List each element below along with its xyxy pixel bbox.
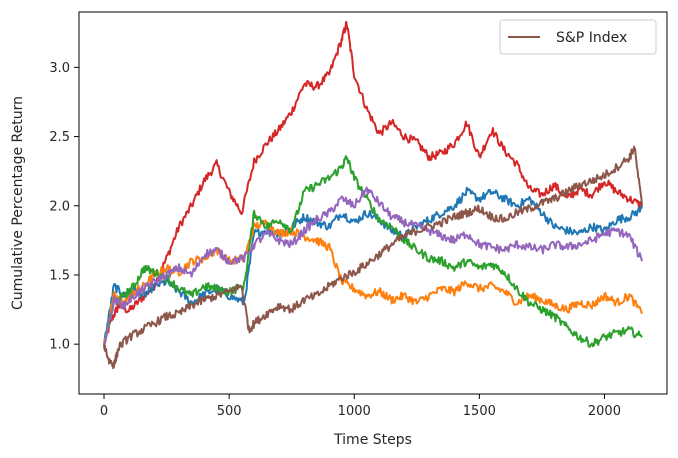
series-line-2 bbox=[103, 186, 643, 345]
x-axis: 0 500 1000 1500 2000 bbox=[100, 394, 621, 419]
x-tick-label: 0 bbox=[100, 404, 108, 419]
series-line-5 bbox=[103, 186, 643, 345]
y-tick-label: 2.0 bbox=[49, 199, 70, 214]
x-tick-label: 500 bbox=[217, 404, 242, 419]
series-line-4 bbox=[103, 155, 643, 348]
series-line-1 bbox=[103, 20, 643, 345]
x-tick-label: 1000 bbox=[338, 404, 371, 419]
legend-box bbox=[499, 19, 657, 55]
x-tick-label: 1500 bbox=[463, 404, 496, 419]
y-tick-label: 1.0 bbox=[49, 338, 70, 353]
y-tick-label: 3.0 bbox=[49, 61, 70, 76]
y-axis-label: Cumulative Percentage Return bbox=[10, 96, 26, 310]
series-line-sp-index bbox=[103, 145, 643, 370]
legend: S&P Index bbox=[499, 19, 657, 55]
legend-label-sp-index: S&P Index bbox=[556, 30, 627, 46]
plot-frame bbox=[78, 11, 668, 395]
series-layer bbox=[103, 20, 643, 370]
y-tick-label: 2.5 bbox=[49, 130, 70, 145]
y-tick-label: 1.5 bbox=[49, 268, 70, 283]
x-axis-label: Time Steps bbox=[333, 432, 412, 448]
x-tick-label: 2000 bbox=[588, 404, 621, 419]
y-axis: 1.0 1.5 2.0 2.5 3.0 bbox=[49, 61, 79, 353]
